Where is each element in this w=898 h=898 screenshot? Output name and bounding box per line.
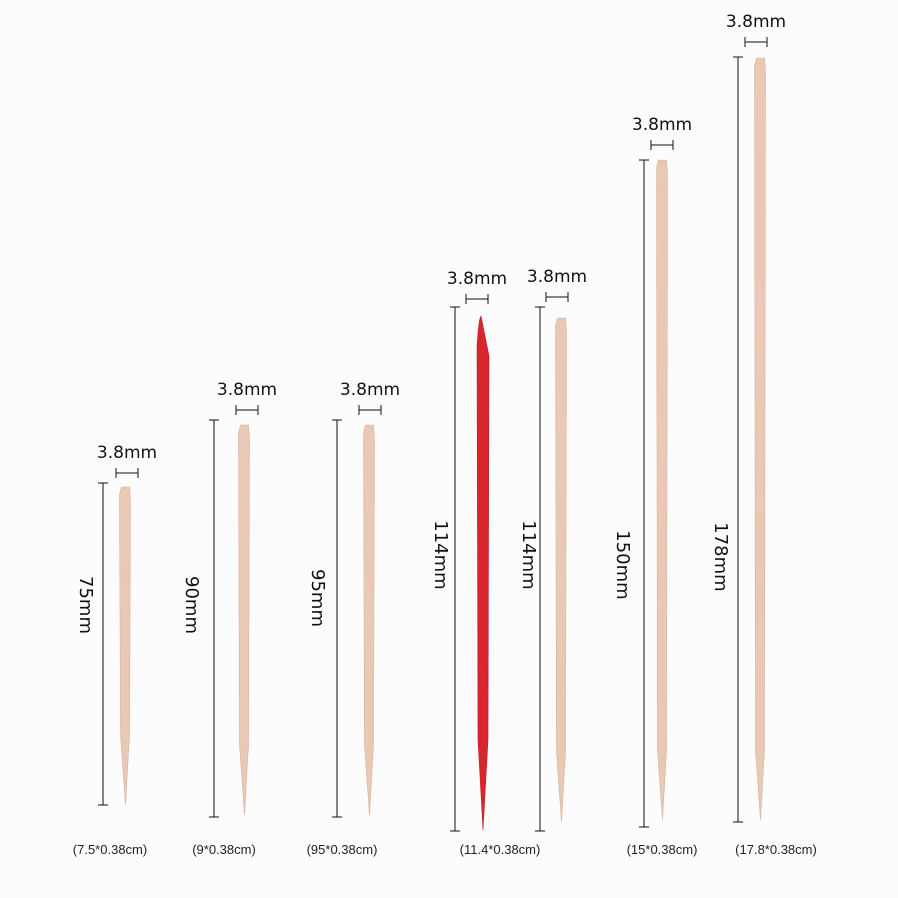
stick-group-6: 150mm 3.8mm (15*0.38cm) — [612, 115, 697, 857]
stick-group-4: 114mm 3.8mm (11.4*0.38cm) — [430, 269, 540, 857]
width-label: 3.8mm — [632, 115, 692, 135]
length-label: 114mm — [430, 520, 451, 589]
size-caption: (7.5*0.38cm) — [73, 842, 147, 857]
stick — [119, 486, 131, 806]
stick — [754, 57, 766, 821]
stick — [656, 159, 668, 821]
length-label: 114mm — [518, 520, 539, 589]
width-label: 3.8mm — [217, 380, 277, 400]
size-caption: (15*0.38cm) — [627, 842, 698, 857]
size-caption: (17.8*0.38cm) — [735, 842, 817, 857]
length-label: 178mm — [710, 522, 731, 591]
size-caption: (11.4*0.38cm) — [460, 842, 541, 857]
stick — [238, 424, 250, 816]
width-label: 3.8mm — [340, 380, 400, 400]
stick-group-2: 90mm 3.8mm (9*0.38cm) — [181, 380, 277, 857]
length-label: 90mm — [181, 576, 202, 634]
stick-group-5: 114mm 3.8mm — [518, 267, 587, 832]
size-caption: (9*0.38cm) — [192, 842, 256, 857]
stick — [555, 317, 567, 823]
stick-group-1: 75mm 3.8mm (7.5*0.38cm) — [73, 443, 157, 857]
size-caption: (95*0.38cm) — [307, 842, 378, 857]
stick-group-3: 95mm 3.8mm (95*0.38cm) — [307, 380, 400, 857]
length-label: 150mm — [612, 530, 633, 599]
width-label: 3.8mm — [726, 12, 786, 32]
width-label: 3.8mm — [447, 269, 507, 289]
length-label: 95mm — [307, 569, 328, 627]
stick — [363, 424, 375, 816]
stick — [476, 315, 490, 831]
width-label: 3.8mm — [527, 267, 587, 287]
width-label: 3.8mm — [97, 443, 157, 463]
stick-group-7: 178mm 3.8mm (17.8*0.38cm) — [710, 12, 817, 857]
length-label: 75mm — [75, 576, 96, 634]
